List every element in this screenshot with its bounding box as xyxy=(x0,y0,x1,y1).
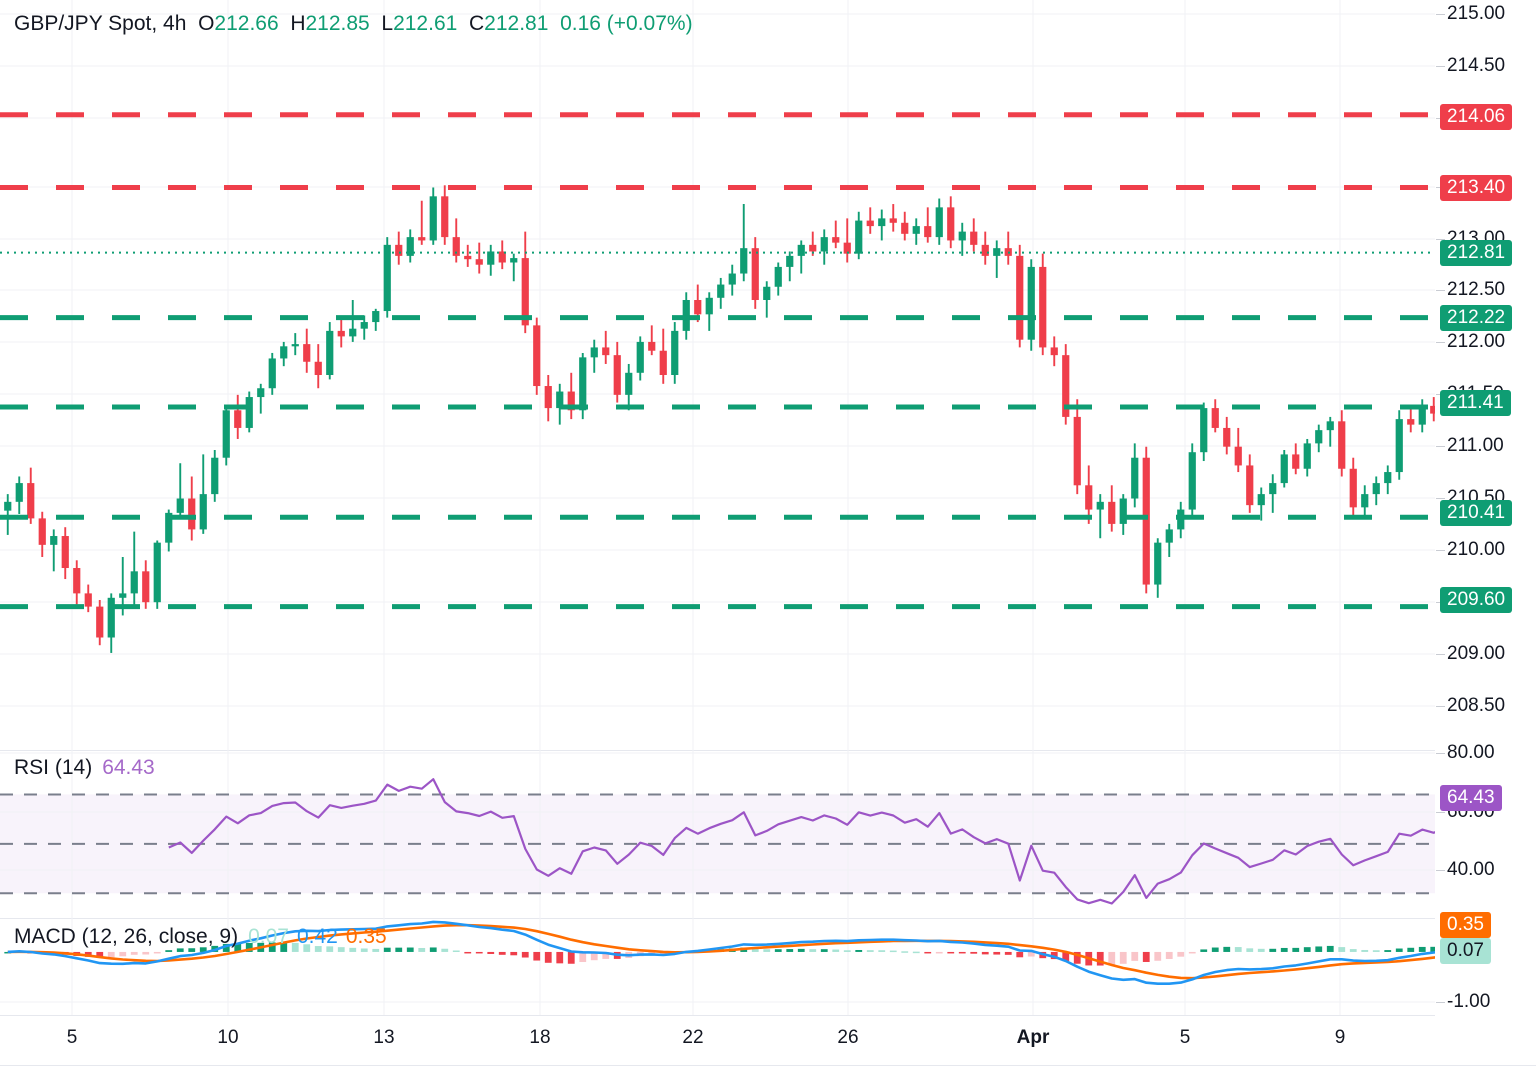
panel-separator-rsi xyxy=(0,750,1435,751)
time-axis-label: 18 xyxy=(529,1027,551,1048)
scale-tick-mark xyxy=(1436,290,1445,291)
high-key: H xyxy=(290,12,306,35)
time-axis-label: Apr xyxy=(1016,1027,1050,1048)
time-axis-label: 9 xyxy=(1334,1027,1346,1048)
macd-axis-tick: -1.00 xyxy=(1447,991,1491,1012)
price-legend: GBP/JPY Spot, 4h O212.66 H212.85 L212.61… xyxy=(14,12,693,36)
price-panel[interactable] xyxy=(0,0,1536,750)
macd-value-badge[interactable]: 0.07 xyxy=(1440,938,1491,964)
scale-tick-mark xyxy=(1436,66,1445,67)
scale-tick-mark xyxy=(1436,812,1445,813)
rsi-value: 64.43 xyxy=(102,756,155,779)
macd-hist-value: 0.07 xyxy=(248,925,289,948)
scale-tick-mark xyxy=(1436,498,1445,499)
time-axis-label: 5 xyxy=(66,1027,78,1048)
price-axis-tick: 208.50 xyxy=(1447,695,1506,716)
time-axis-label: 13 xyxy=(373,1027,395,1048)
price-level-badge[interactable]: 214.06 xyxy=(1440,104,1513,130)
low-value: 212.61 xyxy=(393,12,458,35)
scale-tick-mark xyxy=(1436,342,1445,343)
low-key: L xyxy=(381,12,394,35)
scale-tick-mark xyxy=(1436,753,1445,754)
macd-title: MACD (12, 26, close, 9) xyxy=(14,925,239,948)
price-axis-tick: 215.00 xyxy=(1447,3,1506,24)
time-axis-label: 5 xyxy=(1179,1027,1191,1048)
price-level-badge[interactable]: 212.22 xyxy=(1440,305,1513,331)
scale-tick-mark xyxy=(1436,654,1445,655)
time-axis-label: 10 xyxy=(217,1027,239,1048)
close-value: 212.81 xyxy=(484,12,549,35)
scale-tick-mark xyxy=(1436,870,1445,871)
price-level-badge[interactable]: 209.60 xyxy=(1440,587,1513,613)
macd-panel[interactable] xyxy=(0,918,1536,1015)
scale-tick-mark xyxy=(1436,1002,1445,1003)
price-level-badge[interactable]: 212.81 xyxy=(1440,240,1513,266)
high-value: 212.85 xyxy=(305,12,370,35)
rsi-axis-tick: 80.00 xyxy=(1447,742,1495,763)
macd-legend: MACD (12, 26, close, 9) 0.07 0.42 0.35 xyxy=(14,925,387,949)
change-value: 0.16 xyxy=(560,12,601,35)
macd-chart-canvas[interactable] xyxy=(0,918,1536,1015)
symbol-title: GBP/JPY Spot, 4h xyxy=(14,12,187,35)
price-axis-tick: 212.00 xyxy=(1447,331,1506,352)
time-axis-label: 26 xyxy=(837,1027,859,1048)
scale-tick-mark xyxy=(1436,239,1445,240)
rsi-value-badge[interactable]: 64.43 xyxy=(1440,785,1502,811)
rsi-legend: RSI (14) 64.43 xyxy=(14,756,155,780)
price-axis-tick: 214.50 xyxy=(1447,55,1506,76)
rsi-chart-canvas[interactable] xyxy=(0,750,1536,918)
price-axis-tick: 209.00 xyxy=(1447,643,1506,664)
close-key: C xyxy=(468,12,485,35)
price-axis-tick: 211.00 xyxy=(1447,435,1504,456)
rsi-title: RSI (14) xyxy=(14,756,93,779)
price-chart-canvas[interactable] xyxy=(0,0,1536,750)
time-axis-label: 22 xyxy=(682,1027,704,1048)
macd-line-value: 0.42 xyxy=(296,925,338,948)
price-axis-tick: 210.00 xyxy=(1447,539,1506,560)
time-axis-top-border xyxy=(0,1015,1435,1016)
macd-value-badge[interactable]: 0.35 xyxy=(1440,912,1491,938)
rsi-axis-tick: 40.00 xyxy=(1447,859,1495,880)
panel-separator-macd xyxy=(0,918,1435,919)
price-level-badge[interactable]: 210.41 xyxy=(1440,500,1513,526)
scale-tick-mark xyxy=(1436,550,1445,551)
price-axis-tick: 212.50 xyxy=(1447,279,1506,300)
time-axis[interactable]: 5 10 13 18 22 26 Apr 5 9 xyxy=(0,1015,1536,1066)
open-key: O xyxy=(198,12,215,35)
price-level-badge[interactable]: 211.41 xyxy=(1440,390,1511,416)
change-percent: (+0.07%) xyxy=(606,12,693,35)
scale-tick-mark xyxy=(1436,446,1445,447)
scale-tick-mark xyxy=(1436,706,1445,707)
price-level-badge[interactable]: 213.40 xyxy=(1440,175,1513,201)
macd-signal-value: 0.35 xyxy=(345,925,387,948)
open-value: 212.66 xyxy=(214,12,279,35)
rsi-panel[interactable] xyxy=(0,750,1536,918)
scale-tick-mark xyxy=(1436,14,1445,15)
